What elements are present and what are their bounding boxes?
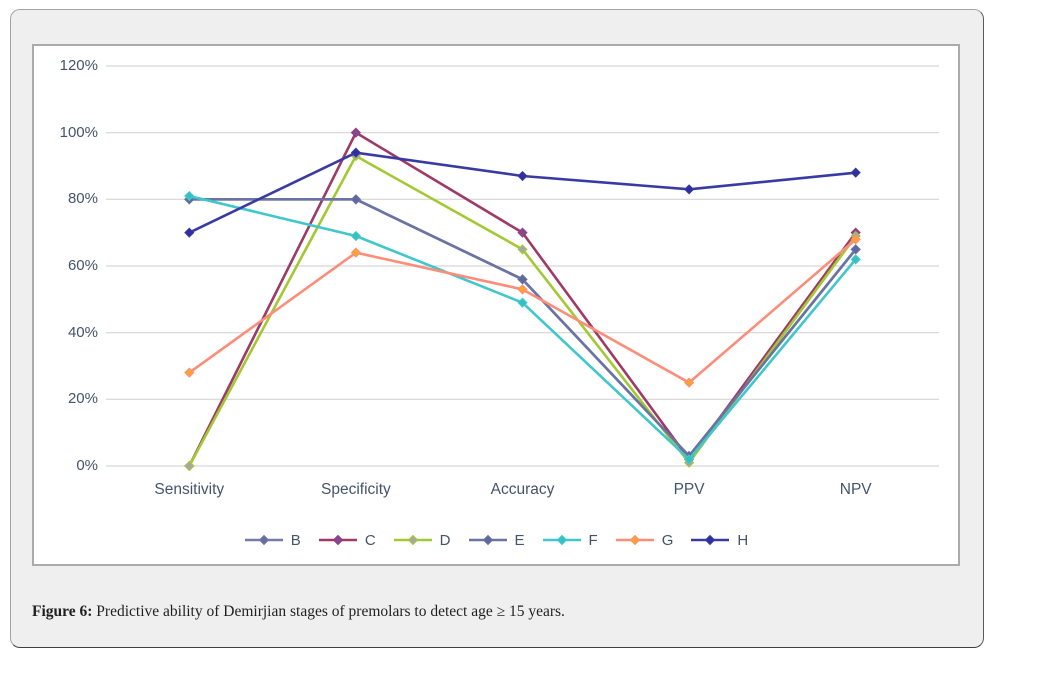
- figure-caption-text: Predictive ability of Demirjian stages o…: [92, 603, 565, 620]
- series-H-marker: [350, 147, 362, 158]
- y-tick-label: 40%: [67, 323, 98, 341]
- series-G-marker: [850, 234, 861, 245]
- x-category-label: Sensitivity: [154, 481, 225, 498]
- legend-label: D: [439, 531, 451, 549]
- legend-label: H: [737, 531, 749, 549]
- legend-label: B: [290, 531, 301, 549]
- line-chart: [106, 65, 939, 472]
- legend-swatch-icon: [393, 534, 432, 546]
- series-D-marker: [184, 460, 195, 472]
- figure-card: 0% 20% 40% 60% 80% 100% 120% Sensitivity Specif…: [10, 9, 984, 648]
- legend-label: E: [514, 531, 525, 549]
- y-tick-label: 100%: [59, 123, 98, 141]
- legend-swatch-icon: [542, 534, 581, 546]
- chart-legend: B C D E F G H: [34, 529, 958, 551]
- legend-item-B: B: [244, 532, 301, 549]
- series-G-marker: [683, 377, 695, 388]
- series-E-line: [189, 198, 857, 458]
- series-G-marker: [517, 284, 528, 295]
- legend-swatch-icon: [691, 534, 730, 546]
- legend-swatch-icon: [244, 534, 283, 546]
- legend-swatch-icon: [318, 534, 357, 546]
- series-E-marker: [350, 194, 362, 205]
- legend-item-H: H: [690, 532, 748, 549]
- figure-caption: Figure 6: Predictive ability of Demirjia…: [32, 603, 962, 621]
- series-F-marker: [184, 190, 195, 202]
- series-D-marker: [517, 244, 528, 255]
- y-tick-label: 80%: [67, 190, 98, 208]
- y-tick-label: 20%: [67, 390, 98, 408]
- legend-swatch-icon: [468, 534, 507, 546]
- legend-label: F: [588, 531, 598, 549]
- series-H-marker: [184, 227, 195, 238]
- series-E-marker: [850, 244, 861, 255]
- series-F-marker: [683, 454, 695, 465]
- legend-item-E: E: [468, 532, 525, 549]
- x-category-label: Specificity: [321, 481, 391, 498]
- legend-item-F: F: [542, 532, 598, 549]
- series-F-marker: [350, 230, 362, 242]
- series-C-marker: [517, 227, 528, 238]
- series-H-marker: [517, 170, 528, 182]
- series-H-marker: [683, 184, 695, 195]
- x-category-label: PPV: [673, 481, 705, 498]
- legend-swatch-icon: [615, 534, 654, 546]
- legend-item-D: D: [393, 532, 451, 549]
- legend-item-C: C: [318, 532, 376, 549]
- legend-label: G: [661, 531, 674, 549]
- y-tick-label: 0%: [76, 457, 98, 474]
- figure-caption-label: Figure 6:: [32, 603, 93, 620]
- chart-panel: 0% 20% 40% 60% 80% 100% 120% Sensitivity Specif…: [32, 44, 960, 566]
- series-G-line: [188, 238, 857, 384]
- series-D-line: [188, 154, 857, 467]
- legend-item-G: G: [615, 531, 674, 549]
- series-F-marker: [850, 254, 861, 265]
- series-C-marker: [350, 127, 362, 138]
- series-H-marker: [850, 167, 861, 178]
- legend-label: C: [364, 531, 376, 549]
- x-category-label: NPV: [839, 481, 872, 498]
- y-tick-label: 60%: [67, 257, 98, 274]
- y-tick-label: 120%: [59, 57, 98, 74]
- series-G-marker: [184, 367, 195, 378]
- series-F-marker: [517, 297, 528, 308]
- series-B-line: [189, 198, 857, 458]
- x-category-label: Accuracy: [490, 481, 555, 498]
- series-G-marker: [350, 247, 362, 258]
- series-E-marker: [517, 274, 528, 285]
